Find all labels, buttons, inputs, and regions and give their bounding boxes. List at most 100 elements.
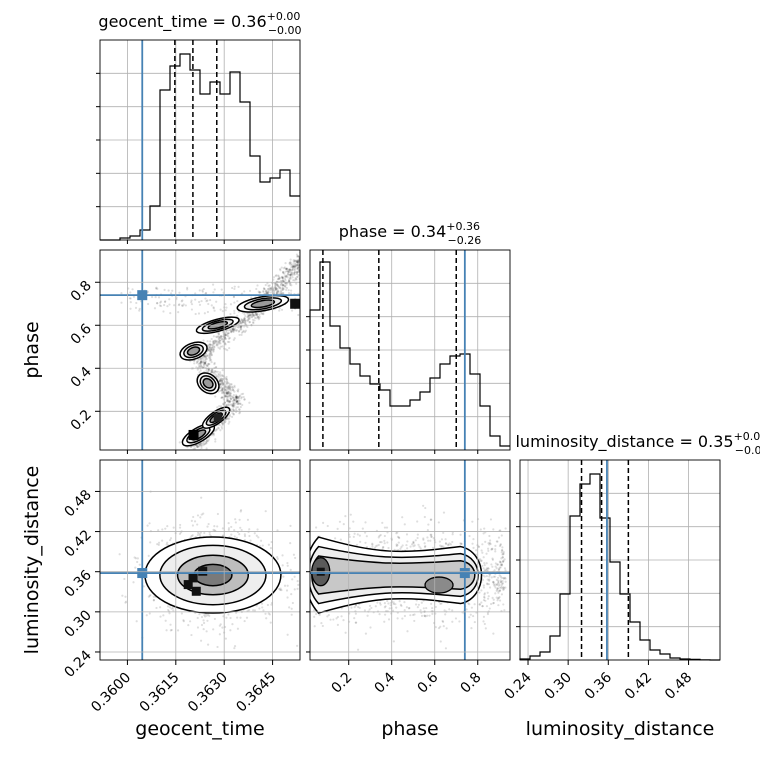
sample-point <box>293 260 296 263</box>
sample-point <box>290 289 293 292</box>
sample-point <box>215 335 218 338</box>
sample-point <box>365 535 368 538</box>
sample-point <box>502 559 505 562</box>
sample-point <box>209 344 212 347</box>
sample-point <box>241 321 244 324</box>
sample-point <box>439 640 442 643</box>
sample-point <box>437 521 440 524</box>
sample-point <box>377 536 380 539</box>
sample-point <box>196 368 199 371</box>
sample-point <box>281 276 284 279</box>
sample-point <box>430 602 433 605</box>
sample-point <box>440 602 443 605</box>
x-axis-label-geocent_time: geocent_time <box>135 718 264 740</box>
sample-point <box>482 584 485 587</box>
sample-point <box>203 361 206 364</box>
sample-point <box>414 539 417 542</box>
sample-point <box>213 288 216 291</box>
sample-point <box>285 288 288 292</box>
sample-point <box>496 597 500 600</box>
sample-point <box>278 286 281 289</box>
x-tick-label-luminosity_distance: 0.42 <box>622 670 655 703</box>
sample-point <box>336 623 339 626</box>
sample-point <box>217 426 220 429</box>
sample-point <box>204 362 207 365</box>
sample-point <box>287 269 290 272</box>
sample-point <box>190 303 194 306</box>
sample-point <box>276 556 279 559</box>
sample-point <box>190 633 193 637</box>
sample-point <box>262 609 265 612</box>
sample-point <box>395 544 398 548</box>
sample-point <box>498 566 501 569</box>
sample-point <box>243 398 246 401</box>
sample-point <box>236 399 239 402</box>
sample-point <box>295 259 298 262</box>
sample-point <box>252 313 255 316</box>
sample-point <box>252 609 255 612</box>
sample-point <box>499 579 502 582</box>
sample-point <box>444 542 448 545</box>
sample-point <box>212 341 215 344</box>
sample-point <box>338 520 342 523</box>
sample-point <box>258 291 261 294</box>
sample-point <box>204 355 207 358</box>
sample-point <box>198 443 201 447</box>
sample-point <box>276 291 279 295</box>
sample-point <box>221 374 224 378</box>
sample-point <box>489 573 492 576</box>
sample-point <box>219 378 223 382</box>
sample-point <box>230 415 234 418</box>
truth-marker <box>137 290 148 301</box>
sample-point <box>277 274 280 277</box>
sample-point <box>288 277 292 280</box>
sample-point <box>257 536 260 539</box>
sample-point <box>152 595 155 598</box>
sample-point <box>498 544 502 548</box>
sample-point <box>376 601 379 604</box>
sample-point <box>297 269 300 272</box>
sample-point <box>502 586 505 589</box>
sample-point <box>388 607 391 610</box>
sample-point <box>238 533 241 536</box>
sample-point <box>233 301 236 304</box>
sample-point <box>217 340 221 343</box>
sample-point <box>496 540 499 543</box>
sample-point <box>273 286 276 289</box>
sample-point <box>291 268 294 271</box>
sample-point <box>296 267 299 270</box>
sample-point <box>442 511 446 514</box>
sample-point <box>218 347 222 350</box>
sample-point <box>237 397 240 400</box>
sample-point <box>297 254 300 258</box>
sample-point <box>213 617 217 621</box>
sample-point <box>498 568 501 571</box>
sample-point <box>211 346 214 349</box>
sample-point <box>248 528 251 531</box>
sample-point <box>247 314 250 317</box>
sample-point <box>199 357 202 360</box>
sample-point <box>381 521 384 524</box>
sample-point <box>492 580 495 583</box>
sample-point <box>416 606 419 609</box>
sample-point <box>488 575 491 578</box>
sample-point <box>133 556 136 559</box>
sample-point <box>287 280 291 283</box>
sample-point <box>485 605 489 608</box>
sample-point <box>440 538 444 541</box>
sample-point <box>248 321 251 324</box>
sample-point <box>208 343 211 346</box>
sample-point <box>491 547 494 550</box>
sample-point <box>485 552 488 555</box>
sample-point <box>295 272 298 276</box>
sample-point <box>236 399 239 403</box>
sample-point <box>497 604 500 607</box>
sample-point <box>279 292 282 295</box>
sample-point <box>497 579 500 582</box>
sample-point <box>240 397 243 400</box>
sample-point <box>190 535 193 538</box>
sample-point <box>500 534 503 537</box>
sample-point <box>207 354 210 357</box>
sample-point <box>227 392 230 395</box>
sample-point <box>138 307 141 310</box>
